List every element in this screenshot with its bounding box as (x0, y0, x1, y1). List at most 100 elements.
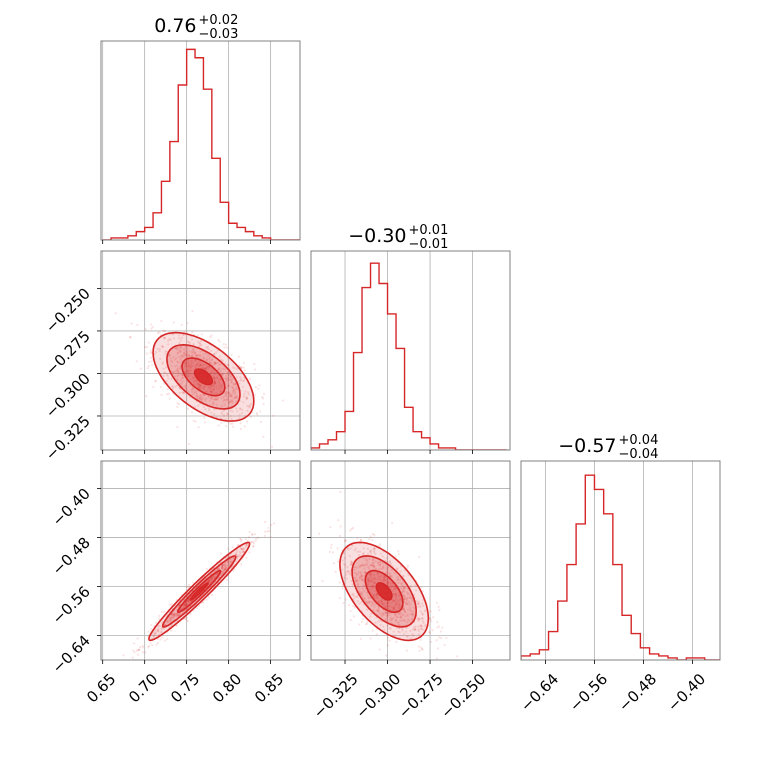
scatter-point (244, 537, 247, 541)
scatter-point (368, 567, 371, 570)
scatter-point (392, 617, 395, 620)
scatter-point (216, 349, 219, 352)
scatter-point (201, 398, 204, 401)
scatter-point (392, 587, 396, 590)
scatter-point (366, 578, 369, 581)
scatter-point (161, 636, 164, 639)
scatter-point (267, 526, 270, 530)
scatter-point (352, 597, 355, 600)
scatter-point (245, 543, 248, 546)
scatter-point (170, 359, 173, 362)
histogram-bin (379, 283, 388, 450)
scatter-point (184, 603, 187, 607)
scatter-point (163, 336, 166, 340)
scatter-point (385, 567, 388, 570)
scatter-point (396, 599, 399, 602)
scatter-point (263, 392, 266, 395)
scatter-point (215, 387, 218, 390)
scatter-point (385, 614, 389, 617)
scatter-point (238, 382, 241, 385)
histogram-bin (328, 440, 337, 450)
scatter-point (231, 391, 235, 395)
scatter-point (173, 612, 176, 616)
scatter-point (234, 396, 237, 399)
scatter-point (370, 573, 373, 577)
histogram-bin (659, 656, 668, 660)
scatter-point (408, 596, 411, 599)
scatter-point (214, 362, 217, 365)
scatter-point (381, 579, 384, 582)
scatter-point (185, 360, 188, 364)
scatter-point (181, 355, 184, 358)
scatter-point (421, 619, 424, 623)
scatter-point (213, 408, 216, 411)
scatter-point (183, 385, 187, 388)
scatter-point (349, 560, 353, 563)
histogram-bin (413, 432, 422, 450)
scatter-point (187, 375, 190, 378)
scatter-point (373, 534, 376, 537)
grid-lines (311, 461, 510, 660)
scatter-point (393, 605, 396, 609)
scatter-point (386, 571, 389, 574)
scatter-point (154, 631, 158, 634)
scatter-point (174, 615, 177, 618)
scatter-point (352, 594, 355, 598)
scatter-point (388, 572, 392, 576)
scatter-point (197, 361, 200, 364)
scatter-point (382, 612, 385, 615)
scatter-point (373, 549, 376, 552)
scatter-point (352, 593, 355, 596)
histogram-bin (576, 524, 585, 660)
scatter-point (153, 632, 156, 635)
scatter-point (182, 354, 185, 357)
scatter-point (203, 393, 206, 396)
scatter-point (159, 357, 162, 360)
scatter-point (379, 561, 382, 564)
scatter-point (420, 586, 423, 589)
histogram-bin (254, 236, 262, 240)
scatter-point (176, 371, 179, 374)
scatter-point (392, 606, 395, 609)
scatter-point (376, 572, 379, 576)
scatter-point (184, 603, 187, 606)
scatter-point (145, 345, 148, 349)
scatter-point (215, 377, 218, 380)
scatter-point (259, 450, 261, 452)
scatter-point (398, 594, 401, 597)
scatter-point (261, 395, 264, 399)
scatter-point (411, 633, 414, 636)
histogram-bin (567, 565, 576, 660)
scatter-point (199, 350, 202, 353)
scatter-point (377, 600, 380, 603)
histogram-bin (320, 444, 329, 450)
scatter-point (424, 623, 427, 627)
scatter-point (202, 357, 206, 360)
scatter-point (139, 646, 142, 649)
scatter-point (410, 610, 413, 613)
scatter-point (233, 383, 236, 386)
scatter-point (238, 553, 241, 556)
scatter-point (363, 589, 366, 593)
scatter-point (217, 387, 221, 390)
scatter-point (359, 564, 362, 567)
density-contour (189, 582, 209, 601)
scatter-point (222, 398, 226, 401)
scatter-point (395, 626, 398, 629)
scatter-point (403, 596, 406, 599)
scatter-point (192, 342, 195, 346)
scatter-point (401, 588, 404, 591)
scatter-point (208, 581, 211, 584)
scatter-point (401, 614, 404, 617)
scatter-point (375, 593, 379, 596)
scatter-point (166, 388, 169, 391)
scatter-point (357, 586, 360, 589)
scatter-point (221, 564, 224, 567)
scatter-point (164, 623, 167, 626)
scatter-point (195, 354, 198, 357)
scatter-point (402, 607, 406, 610)
scatter-point (241, 379, 245, 382)
y-tick-label: −0.56 (49, 583, 94, 628)
scatter-point (226, 373, 230, 377)
scatter-point (402, 590, 406, 593)
